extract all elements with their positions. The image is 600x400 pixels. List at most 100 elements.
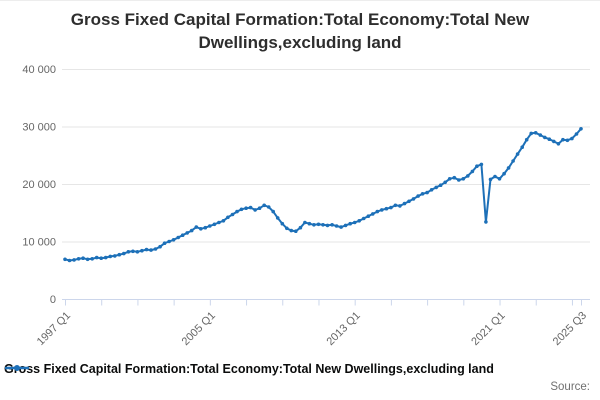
- data-point: [217, 220, 221, 225]
- x-axis-label: 2005 Q1: [180, 310, 218, 348]
- data-point: [343, 223, 348, 228]
- data-point: [429, 188, 434, 192]
- data-point: [244, 206, 248, 210]
- data-point: [117, 252, 122, 257]
- data-point: [307, 221, 312, 226]
- source-label: Source:: [550, 381, 590, 393]
- data-point: [90, 257, 94, 261]
- data-point: [543, 135, 547, 140]
- data-point: [122, 251, 126, 256]
- data-point: [561, 137, 565, 142]
- data-point: [131, 249, 135, 254]
- data-point: [357, 219, 362, 223]
- data-point: [556, 142, 561, 146]
- data-point: [407, 199, 411, 204]
- data-point: [262, 203, 267, 208]
- data-point: [420, 192, 425, 196]
- data-point: [348, 221, 353, 226]
- chart-title-line2: Dwellings,excluding land: [198, 33, 402, 52]
- data-point: [506, 166, 511, 170]
- data-point: [434, 185, 439, 190]
- data-point: [389, 205, 393, 210]
- data-point: [475, 164, 479, 168]
- data-point: [176, 235, 180, 240]
- data-point: [171, 238, 176, 242]
- data-point: [140, 248, 144, 253]
- data-point: [144, 247, 149, 252]
- data-point: [529, 131, 533, 136]
- x-axis-label: 2025 Q3: [551, 310, 589, 348]
- data-point: [375, 209, 380, 214]
- data-point: [457, 178, 461, 182]
- data-point: [303, 220, 307, 225]
- data-point: [226, 215, 230, 220]
- x-axis-label: 1997 Q1: [35, 310, 73, 348]
- y-axis-label: 20 000: [22, 179, 56, 191]
- data-point: [94, 255, 99, 260]
- data-point: [443, 180, 448, 185]
- data-point: [108, 254, 113, 259]
- data-point: [99, 256, 103, 260]
- data-point: [438, 183, 443, 187]
- data-point: [520, 145, 524, 149]
- data-point: [189, 228, 194, 233]
- data-point: [452, 175, 457, 180]
- y-axis-label: 0: [50, 294, 56, 306]
- data-point: [570, 136, 574, 141]
- data-point: [316, 222, 321, 227]
- data-point: [461, 177, 466, 181]
- data-point: [294, 229, 298, 233]
- data-point: [285, 226, 289, 231]
- data-point: [230, 212, 235, 217]
- data-point: [325, 223, 330, 228]
- data-point: [298, 225, 303, 230]
- data-point: [493, 174, 497, 179]
- chart-title-line1: Gross Fixed Capital Formation:Total Econ…: [70, 10, 530, 29]
- data-point: [515, 152, 520, 156]
- data-point: [135, 250, 140, 254]
- y-axis-label: 30 000: [22, 122, 56, 134]
- data-point: [470, 169, 475, 174]
- data-point: [411, 197, 416, 201]
- data-point: [203, 225, 208, 230]
- data-point: [497, 177, 502, 181]
- data-point: [524, 137, 529, 142]
- data-point: [484, 220, 488, 224]
- data-point: [371, 212, 375, 216]
- data-point: [330, 223, 334, 227]
- data-point: [63, 257, 67, 262]
- data-point: [511, 159, 515, 163]
- data-point: [167, 239, 171, 244]
- legend: Gross Fixed Capital Formation:Total Econ…: [4, 362, 598, 376]
- data-point: [334, 224, 339, 228]
- legend-line-marker-icon: [5, 365, 29, 371]
- data-point: [479, 162, 484, 167]
- line-chart: 0 10 000 20 000 30 000 40 000 1997 Q1 2005 Q1 2…: [22, 64, 590, 348]
- data-point: [402, 201, 407, 206]
- data-point: [180, 233, 185, 237]
- data-point: [253, 208, 257, 212]
- data-point: [384, 206, 389, 211]
- data-point: [447, 177, 452, 181]
- data-point: [126, 250, 131, 254]
- data-point: [361, 216, 366, 221]
- data-point: [425, 190, 429, 195]
- data-point: [194, 225, 199, 229]
- data-point: [565, 138, 570, 143]
- data-point: [466, 174, 470, 178]
- data-point: [85, 257, 90, 262]
- data-point: [162, 241, 167, 245]
- data-point: [103, 255, 108, 260]
- data-point: [398, 204, 402, 208]
- data-point: [221, 219, 226, 223]
- data-point: [185, 231, 189, 235]
- data-point: [574, 132, 579, 136]
- data-point: [271, 209, 276, 214]
- data-point: [248, 205, 253, 210]
- data-point: [321, 223, 325, 227]
- y-axis-label: 10 000: [22, 237, 56, 249]
- data-point: [416, 194, 420, 198]
- data-point: [113, 254, 117, 258]
- data-point: [380, 208, 384, 212]
